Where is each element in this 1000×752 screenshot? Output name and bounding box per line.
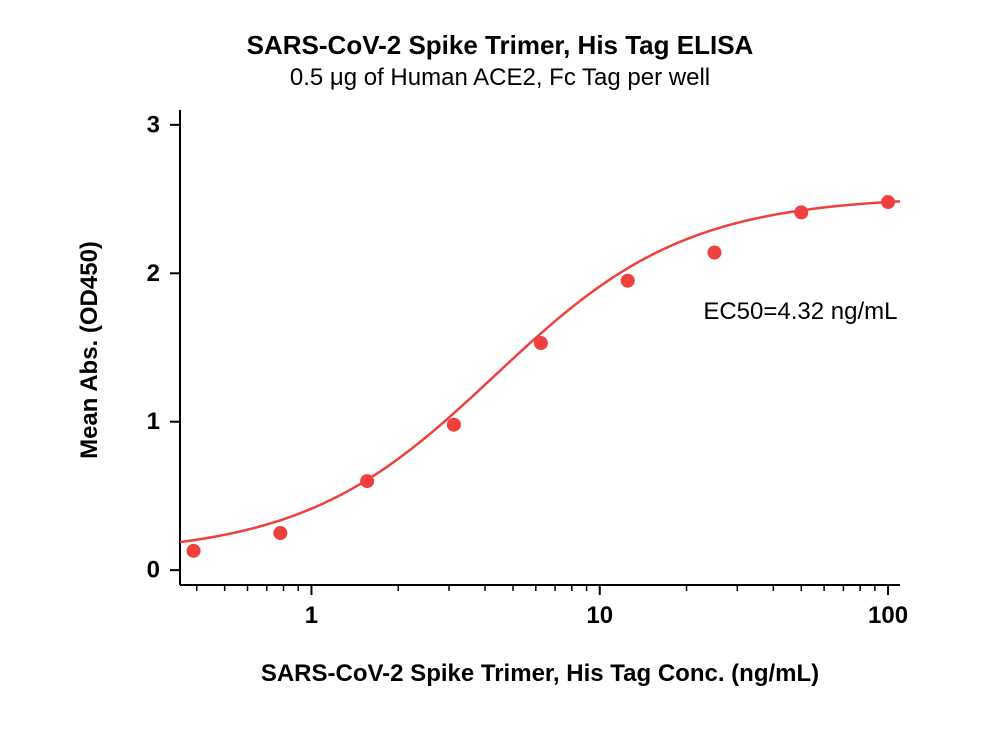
x-axis-label: SARS-CoV-2 Spike Trimer, His Tag Conc. (… bbox=[180, 660, 900, 688]
svg-text:2: 2 bbox=[147, 260, 160, 287]
y-axis-label: Mean Abs. (OD450) bbox=[76, 150, 104, 550]
chart-plot: 0 1 2 3 1 10 100 bbox=[0, 0, 1000, 752]
svg-text:1: 1 bbox=[147, 408, 160, 435]
svg-text:10: 10 bbox=[586, 602, 613, 629]
svg-text:1: 1 bbox=[305, 602, 318, 629]
svg-text:0: 0 bbox=[147, 557, 160, 584]
ec50-annotation: EC50=4.32 ng/mL bbox=[703, 298, 897, 326]
svg-text:100: 100 bbox=[868, 602, 908, 629]
svg-text:3: 3 bbox=[147, 111, 160, 138]
